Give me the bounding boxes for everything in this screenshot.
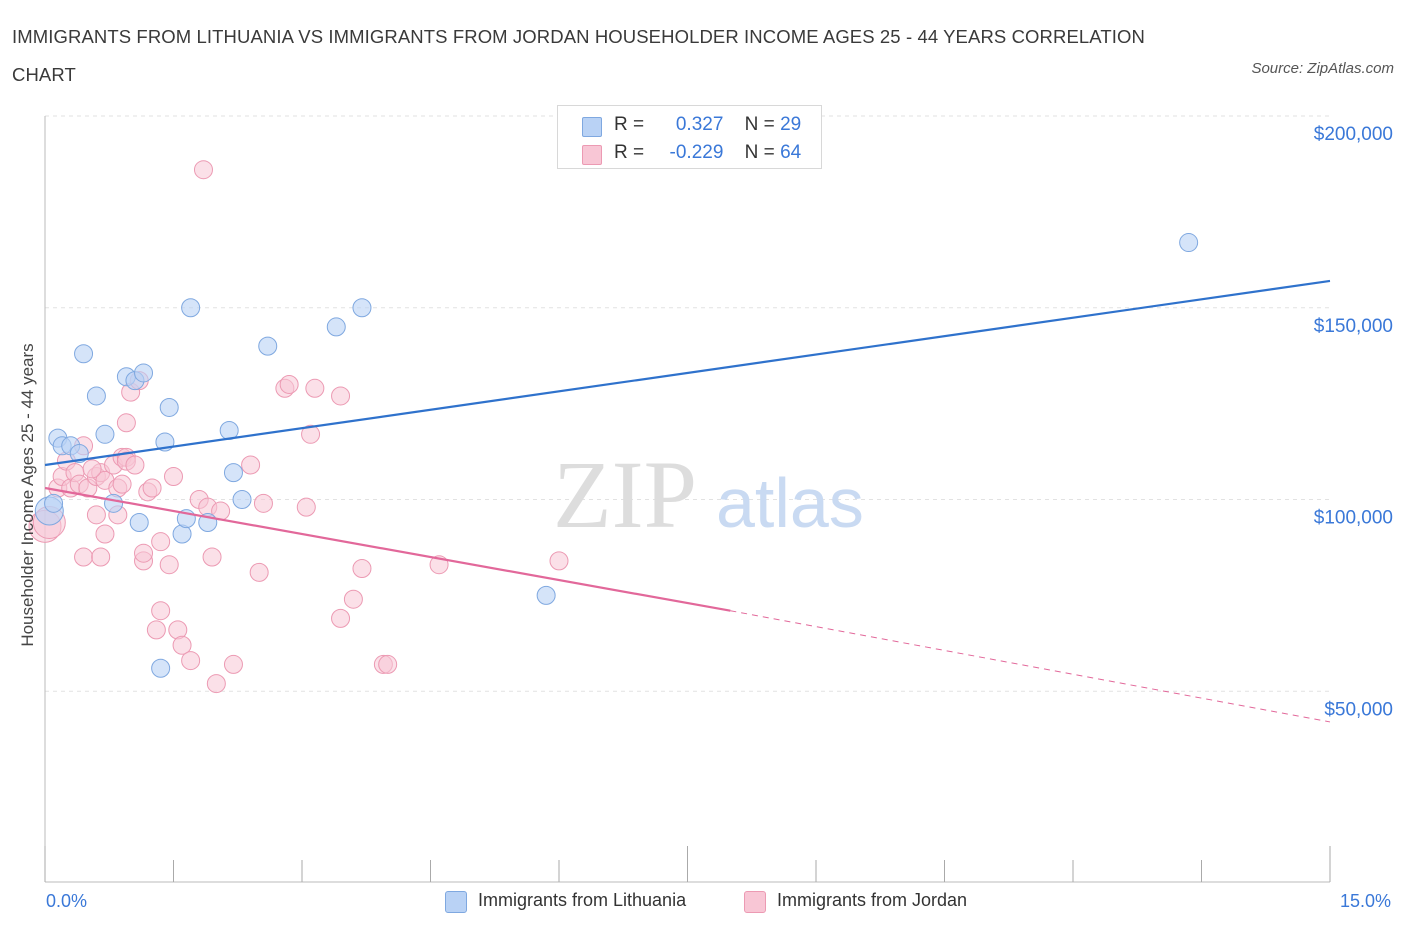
lithuania-point — [86, 386, 106, 406]
r-label: R = — [614, 114, 645, 135]
n-value: 64 — [780, 142, 802, 163]
lithuania-points — [34, 233, 1199, 678]
y-tick-label: $150,000 — [1314, 316, 1393, 337]
jordan-point — [159, 555, 179, 575]
lithuania-point — [232, 490, 252, 509]
jordan-point — [352, 559, 372, 579]
jordan-point — [116, 413, 136, 433]
jordan-point — [193, 160, 213, 180]
jordan-trend-extension — [730, 610, 1331, 723]
lithuania-swatch — [445, 891, 467, 913]
jordan-point — [249, 562, 269, 582]
y-tick-label: $100,000 — [1314, 508, 1393, 529]
jordan-point — [202, 547, 222, 567]
jordan-point — [331, 386, 351, 406]
n-value: 29 — [780, 114, 802, 135]
y-tick-label: $50,000 — [1324, 699, 1393, 720]
jordan-point — [305, 378, 325, 398]
jordan-point — [134, 543, 154, 563]
y-tick-labels: $50,000 $100,000 $150,000 $200,000 — [1314, 124, 1393, 720]
chart-title: IMMIGRANTS FROM LITHUANIA VS IMMIGRANTS … — [12, 26, 1145, 85]
watermark-atlas: atlas — [716, 464, 864, 542]
watermark-zip: ZIP — [553, 441, 697, 548]
jordan-point — [296, 497, 316, 517]
jordan-point — [253, 493, 273, 513]
jordan-points — [28, 160, 569, 694]
lithuania-point — [134, 363, 154, 383]
jordan-point — [95, 524, 115, 544]
lithuania-point — [536, 585, 556, 605]
jordan-trend-line — [44, 486, 731, 612]
lithuania-point — [326, 317, 346, 337]
r-value: -0.229 — [669, 142, 724, 163]
jordan-point — [125, 455, 145, 475]
x-tick-min: 0.0% — [46, 891, 88, 911]
jordan-point — [343, 589, 363, 609]
lithuania-point — [44, 493, 64, 513]
lithuania-point — [69, 443, 89, 463]
jordan-point — [164, 466, 183, 486]
watermark: ZIP atlas — [553, 441, 864, 548]
lithuania-point — [223, 463, 243, 483]
jordan-point — [223, 654, 243, 674]
jordan-point — [172, 635, 192, 655]
grid-lines — [45, 115, 1330, 692]
lithuania-point — [352, 298, 372, 318]
jordan-point — [181, 651, 201, 671]
jordan-swatch — [582, 145, 602, 165]
lithuania-point — [258, 336, 278, 356]
jordan-point — [86, 505, 106, 525]
jordan-point — [146, 620, 166, 640]
lithuania-point — [151, 658, 171, 678]
lithuania-swatch — [582, 117, 602, 137]
jordan-point — [82, 459, 102, 479]
r-value: 0.327 — [675, 114, 724, 135]
lithuania-point — [104, 493, 124, 513]
jordan-point — [206, 674, 226, 694]
y-tick-label: $200,000 — [1314, 124, 1393, 145]
lithuania-point — [74, 344, 94, 364]
legend-label: Immigrants from Jordan — [777, 890, 968, 910]
n-label: N = — [744, 142, 775, 163]
lithuania-point — [181, 298, 201, 318]
r-label: R = — [614, 142, 645, 163]
jordan-point — [301, 424, 321, 444]
lithuania-trend-line — [44, 279, 1331, 467]
jordan-point — [331, 608, 351, 628]
jordan-point — [378, 654, 398, 674]
lithuania-point — [95, 424, 115, 444]
jordan-point — [241, 455, 261, 475]
source-label: Source: ZipAtlas.com — [1251, 60, 1394, 77]
axes — [44, 116, 1331, 883]
jordan-point — [91, 547, 111, 567]
jordan-point — [151, 601, 171, 621]
jordan-point — [279, 374, 299, 394]
y-axis-label: Householder Income Ages 25 - 44 years — [18, 343, 37, 647]
lithuania-point — [159, 397, 179, 417]
lithuania-point — [1179, 233, 1199, 253]
n-label: N = — [744, 114, 775, 135]
x-tick-max: 15.0% — [1340, 891, 1392, 911]
jordan-point — [74, 547, 94, 567]
jordan-swatch — [744, 891, 766, 913]
lithuania-point — [129, 513, 149, 533]
jordan-point — [549, 551, 569, 571]
jordan-point — [112, 474, 132, 494]
trend-lines — [44, 279, 1331, 723]
legend-label: Immigrants from Lithuania — [478, 890, 687, 910]
jordan-point — [151, 532, 171, 552]
jordan-point — [142, 478, 162, 498]
correlation-legend: R = 0.327 N = 29 R = -0.229 N = 64 — [557, 105, 822, 169]
